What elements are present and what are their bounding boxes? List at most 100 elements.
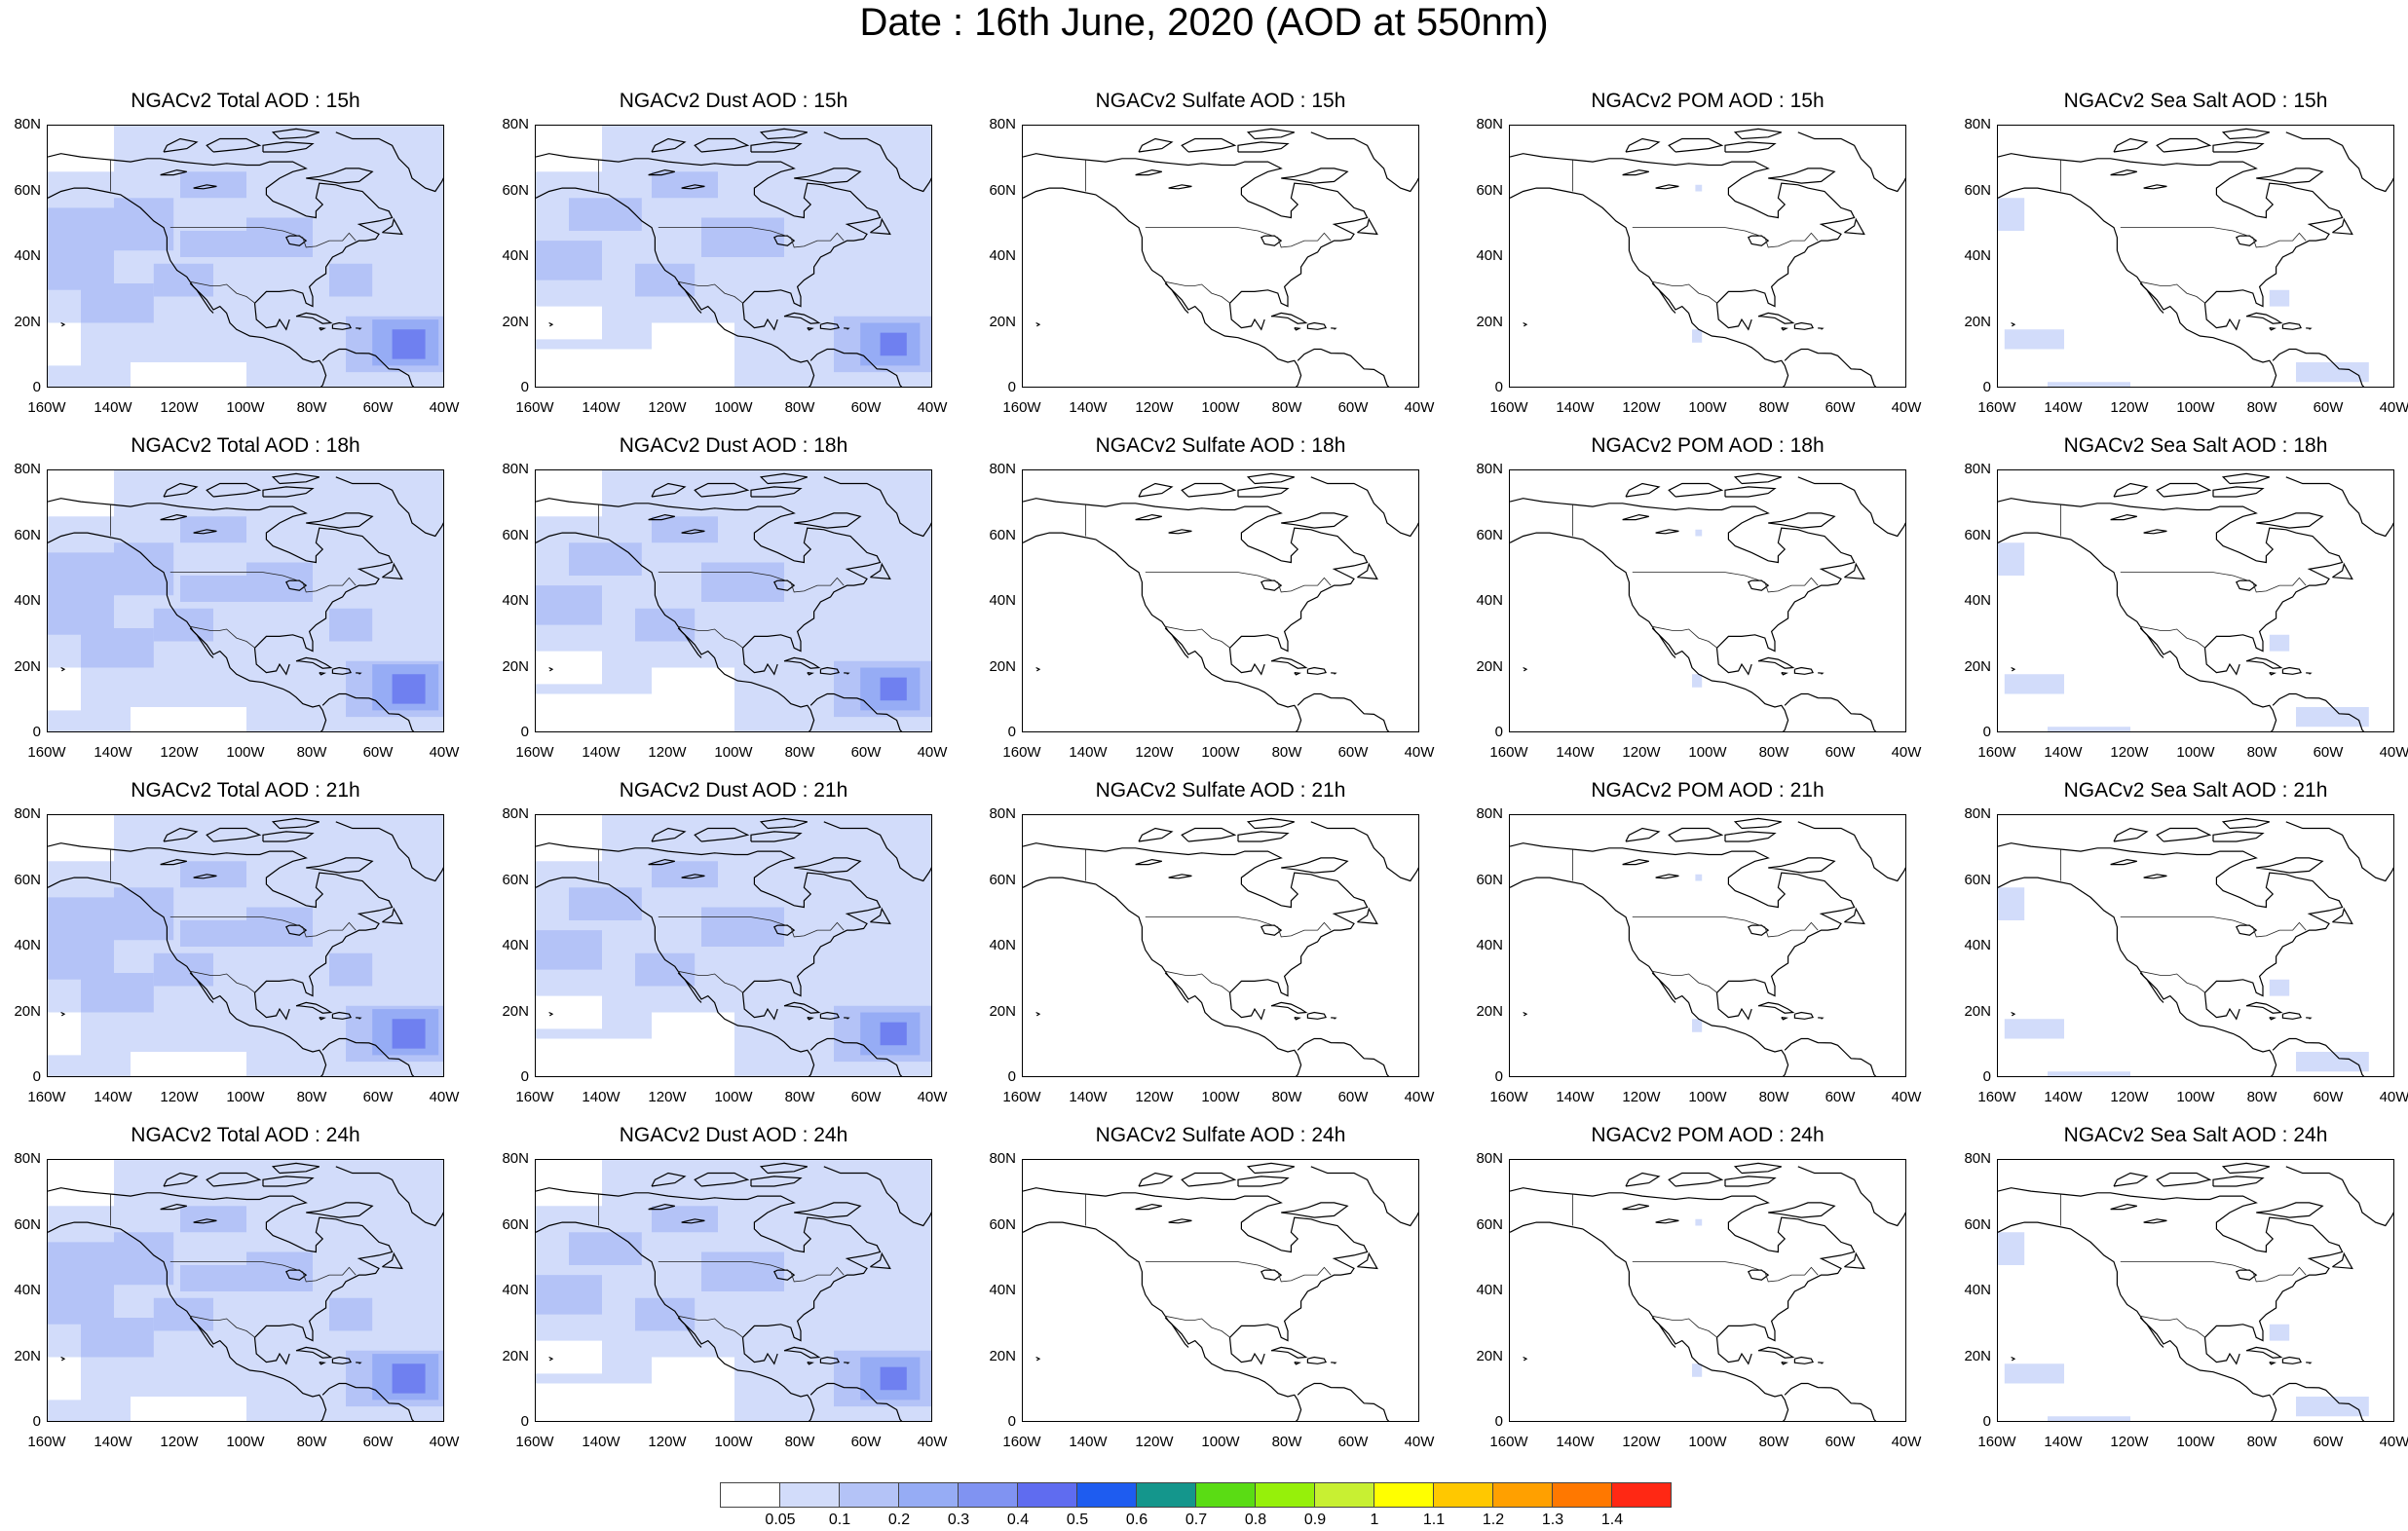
coastline (1781, 672, 1788, 676)
coastline (2256, 512, 2324, 529)
lat-tick-label: 40N (989, 247, 1016, 264)
coastline (794, 512, 862, 529)
lon-tick-label: 60W (2313, 744, 2344, 761)
coastline (2281, 1011, 2302, 1020)
coastline (1793, 1011, 1814, 1020)
lon-tick-label: 140W (582, 744, 621, 761)
lon-tick-label: 160W (1977, 1434, 2016, 1450)
coastline (1724, 486, 1777, 498)
coastline (319, 1017, 326, 1021)
country-border (1165, 1315, 1231, 1338)
coastline (2269, 1362, 2276, 1365)
coastline (1781, 1017, 1788, 1021)
coastline (1023, 877, 1302, 1076)
aod-shading (2269, 634, 2290, 652)
lon-tick-label: 160W (27, 1089, 66, 1105)
lon-tick-label: 100W (1688, 744, 1727, 761)
coastline (271, 472, 320, 485)
coastline (2212, 1176, 2265, 1187)
aod-shading (652, 1357, 734, 1391)
coastline (1668, 482, 1724, 498)
lon-tick-label: 60W (1825, 399, 1856, 416)
coastline (1668, 137, 1724, 153)
map-panel (535, 814, 932, 1077)
lat-tick-label: 60N (14, 181, 41, 199)
lon-tick-label: 160W (1977, 399, 2016, 416)
aod-shading (1692, 329, 1703, 343)
lat-tick-label: 80N (989, 805, 1016, 822)
coastline (2245, 656, 2283, 669)
lat-tick-label: 20N (502, 1347, 529, 1364)
coastline (2110, 1203, 2137, 1211)
aod-shading (1692, 674, 1703, 688)
aod-shading (48, 1012, 81, 1056)
coastline (2332, 217, 2353, 236)
coastline (1797, 1166, 1905, 1227)
country-border (678, 625, 744, 649)
lat-tick-label: 40N (989, 1282, 1016, 1298)
aod-shading (180, 171, 246, 199)
lat-tick-label: 20N (1476, 1002, 1503, 1020)
coastline (759, 817, 809, 830)
lon-tick-label: 160W (515, 744, 554, 761)
lat-tick-label: 20N (14, 657, 41, 675)
lat-tick-label: 80N (989, 116, 1016, 132)
coastline (306, 857, 374, 874)
colorbar-label: 0.3 (947, 1512, 970, 1528)
country-border (190, 625, 256, 649)
lon-tick-label: 40W (1891, 399, 1922, 416)
coastline (651, 827, 687, 842)
coastline (1768, 857, 1836, 874)
aod-shading (536, 241, 602, 280)
lon-tick-label: 160W (1489, 1089, 1528, 1105)
lat-tick-label: 40N (989, 937, 1016, 953)
coastline (2235, 579, 2258, 591)
aod-shading (880, 332, 907, 356)
lon-tick-label: 100W (1201, 1434, 1240, 1450)
aod-shading (2269, 979, 2290, 996)
coastline (694, 1172, 750, 1187)
map-canvas (1510, 128, 1905, 387)
colorbar-swatch (1017, 1482, 1077, 1508)
coastline (331, 1011, 352, 1020)
coastline (160, 858, 187, 866)
map-panel (535, 125, 932, 388)
coastline (1138, 1172, 1174, 1187)
coastline (536, 532, 815, 731)
coastline (2143, 874, 2167, 879)
lat-tick-label: 0 (1007, 379, 1016, 395)
lat-tick-label: 20N (1476, 313, 1503, 330)
coastline (1797, 131, 1905, 193)
coastline (2221, 817, 2271, 830)
lon-tick-label: 160W (515, 1089, 554, 1105)
lon-tick-label: 140W (1556, 1434, 1595, 1450)
lat-tick-label: 80N (502, 116, 529, 132)
coastline (1297, 1037, 1390, 1076)
aod-shading (536, 651, 602, 685)
colorbar-swatch (898, 1482, 959, 1508)
lon-tick-label: 100W (226, 744, 265, 761)
coastline (1164, 1317, 1189, 1348)
lon-tick-label: 140W (2044, 399, 2083, 416)
lon-tick-label: 120W (160, 1089, 199, 1105)
coastline (2245, 1001, 2283, 1014)
lon-tick-label: 120W (648, 1089, 687, 1105)
aod-shading (114, 1232, 174, 1286)
coastline (1035, 1011, 1041, 1017)
coastline (1281, 857, 1349, 874)
aod-shading (48, 815, 114, 862)
map-panel (1022, 469, 1419, 732)
coastline (189, 627, 214, 658)
aod-shading (114, 542, 174, 596)
coastline (1281, 168, 1349, 184)
country-border (1165, 625, 1231, 649)
coastline (1747, 924, 1770, 936)
coastline (1784, 692, 1877, 731)
lat-tick-label: 60N (1476, 181, 1503, 199)
lon-tick-label: 60W (362, 744, 394, 761)
coastline (1625, 482, 1661, 498)
coastline (1331, 672, 1337, 675)
lat-tick-label: 20N (989, 1347, 1016, 1364)
lon-tick-label: 160W (27, 1434, 66, 1450)
aod-shading (48, 667, 81, 711)
